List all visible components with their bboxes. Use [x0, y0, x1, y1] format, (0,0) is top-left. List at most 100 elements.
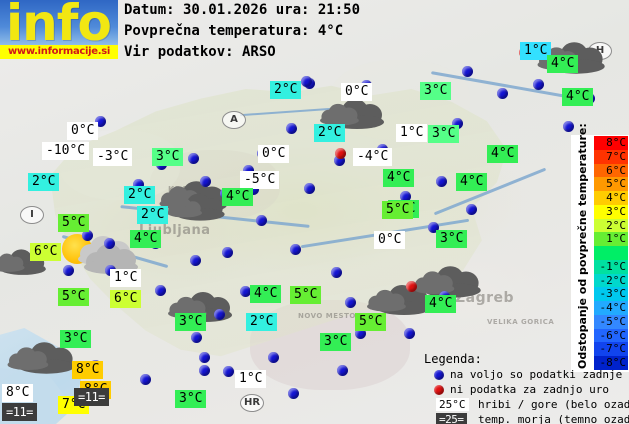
scale-row-1: 1°C [594, 232, 628, 246]
temperature-deviation-scale: Odstopanje od povprečne temperature: 8°C… [571, 123, 629, 372]
station-dot-available[interactable] [400, 191, 411, 202]
scale-row-8: 8°C [594, 136, 628, 150]
station-dot-available[interactable] [222, 247, 233, 258]
header-data-source: Vir podatkov: ARSO [124, 44, 276, 60]
station-dot-available[interactable] [345, 297, 356, 308]
scale-row-6: 6°C [594, 163, 628, 178]
temperature-label-mountain: -4°C [353, 148, 393, 166]
station-dot-available[interactable] [268, 352, 279, 363]
cloud-shape-secondary [167, 195, 203, 218]
temperature-label-normal: 6°C [30, 243, 62, 261]
country-marker-i: I [20, 206, 44, 224]
temperature-label-normal: 2°C [314, 124, 346, 142]
station-dot-available[interactable] [190, 255, 201, 266]
station-dot-available[interactable] [304, 183, 315, 194]
temperature-label-mountain: 1°C [396, 124, 428, 142]
temperature-label-normal: 2°C [124, 186, 156, 204]
station-dot-available[interactable] [404, 328, 415, 339]
cloud-shape-secondary [413, 268, 456, 295]
header-date: Datum: 30.01.2026 ura: 21:50 [124, 2, 361, 18]
legend: Legenda: na voljo so podatki zadnje ure n… [424, 352, 629, 424]
temperature-label-normal: 3°C [320, 333, 352, 351]
temperature-label-sea: =11= [74, 388, 109, 406]
temperature-label-normal: 4°C [250, 285, 282, 303]
station-dot-available[interactable] [563, 121, 574, 132]
station-dot-no-data[interactable] [406, 281, 417, 292]
station-dot-available[interactable] [191, 332, 202, 343]
station-dot-available[interactable] [334, 155, 345, 166]
temperature-label-mountain: 0°C [67, 122, 99, 140]
station-dot-available[interactable] [63, 265, 74, 276]
station-dot-available[interactable] [200, 176, 211, 187]
station-dot-available[interactable] [82, 230, 93, 241]
station-dot-available[interactable] [256, 215, 267, 226]
station-dot-available[interactable] [288, 388, 299, 399]
station-dot-available[interactable] [243, 165, 254, 176]
station-dot-available[interactable] [188, 153, 199, 164]
temperature-label-mountain: 1°C [110, 269, 142, 287]
temperature-label-normal: 3°C [420, 82, 452, 100]
city-label: NOVO MESTO [298, 312, 356, 320]
temperature-label-normal: 4°C [547, 55, 579, 73]
station-dot-available[interactable] [436, 176, 447, 187]
station-dot-available[interactable] [331, 267, 342, 278]
station-dot-available[interactable] [462, 66, 473, 77]
station-dot-available[interactable] [533, 79, 544, 90]
station-dot-available[interactable] [155, 285, 166, 296]
station-dot-available[interactable] [104, 238, 115, 249]
station-dot-available[interactable] [301, 76, 312, 87]
station-dot-available[interactable] [497, 88, 508, 99]
temperature-label-normal: 3°C [436, 230, 468, 248]
temperature-label-normal: 2°C [270, 81, 302, 99]
station-dot-available[interactable] [428, 222, 439, 233]
station-dot-available[interactable] [223, 366, 234, 377]
station-dot-available[interactable] [355, 328, 366, 339]
temperature-label-normal: 3°C [428, 125, 460, 143]
station-dot-available[interactable] [133, 179, 144, 190]
station-dot-no-data[interactable] [335, 148, 346, 159]
scale-row-3: 3°C [594, 204, 628, 219]
scale-row-4: 4°C [594, 191, 628, 205]
temperature-label-normal: 5°C [355, 313, 387, 331]
station-dot-available[interactable] [214, 309, 225, 320]
temperature-label-mountain: -3°C [93, 148, 133, 166]
station-dot-available[interactable] [199, 365, 210, 376]
temperature-label-normal: 3°C [152, 148, 184, 166]
station-dot-available[interactable] [290, 244, 301, 255]
scale-row-minus3: -3°C [594, 287, 628, 301]
station-dot-available[interactable] [466, 204, 477, 215]
temperature-label-mountain: -10°C [42, 142, 90, 160]
legend-mountain-chip: 25°C [436, 398, 469, 411]
temperature-label-normal: 4°C [130, 230, 162, 248]
scale-row-7: 7°C [594, 149, 628, 164]
station-dot-available[interactable] [95, 116, 106, 127]
legend-item-text: hribi / gore (belo ozadje) [478, 398, 629, 411]
scale-row-minus7: -7°C [594, 342, 628, 356]
temperature-label-normal: 5°C [58, 288, 90, 306]
station-dot-available[interactable] [337, 365, 348, 376]
legend-item-text: ni podatka za zadnjo uro [450, 383, 609, 396]
temperature-label-mountain: 0°C [258, 145, 290, 163]
temperature-label-mountain: 0°C [374, 231, 406, 249]
temperature-label-normal: 4°C [383, 169, 415, 187]
legend-item-text: temp. morja (temno ozadje) [478, 413, 629, 424]
station-dot-available[interactable] [248, 184, 259, 195]
legend-available-dot-icon [434, 370, 444, 380]
site-logo[interactable]: info www.informacije.si [0, 0, 118, 59]
temperature-label-normal: 3°C [175, 313, 207, 331]
scale-title: Odstopanje od povprečne temperature: [576, 123, 589, 369]
logo-url: www.informacije.si [0, 45, 118, 59]
cloud-shape-secondary [7, 344, 50, 371]
temperature-label-mountain: 1°C [235, 370, 267, 388]
station-dot-available[interactable] [199, 352, 210, 363]
temperature-label-normal: 2°C [137, 206, 169, 224]
station-dot-available[interactable] [452, 118, 463, 129]
temperature-label-normal: 5°C [58, 214, 90, 232]
station-dot-available[interactable] [140, 374, 151, 385]
legend-item-text: na voljo so podatki zadnje ure [450, 368, 629, 381]
legend-missing-dot-icon [434, 385, 444, 395]
station-dot-available[interactable] [240, 286, 251, 297]
station-dot-available[interactable] [286, 123, 297, 134]
scale-bars: 8°C 7°C 6°C 5°C 4°C 3°C 2°C 1°C -1°C -2°C -3°C -4°C… [594, 136, 628, 370]
